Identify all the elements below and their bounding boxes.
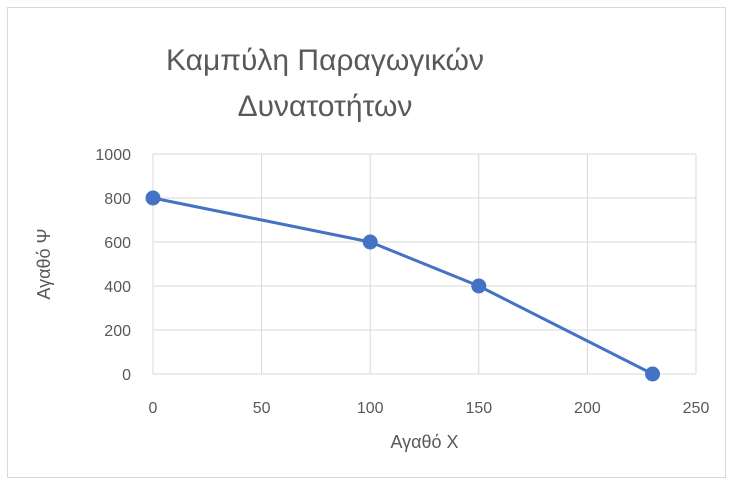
series-line [151, 196, 655, 376]
x-axis-title: Αγαθό Χ [390, 432, 458, 452]
y-tick-label: 1000 [95, 147, 131, 164]
x-tick-label: 150 [465, 400, 492, 417]
y-axis-title: Αγαθό Ψ [34, 228, 54, 299]
x-tick-label: 100 [357, 400, 384, 417]
data-point [362, 234, 378, 250]
x-tick-label: 0 [149, 400, 158, 417]
y-tick-label: 600 [104, 235, 131, 252]
data-point [645, 366, 661, 382]
y-tick-label: 200 [104, 323, 131, 340]
tick-labels: 0 200 400 600 800 1000 0 50 100 150 200 250 [95, 147, 709, 417]
y-tick-label: 800 [104, 191, 131, 208]
chart-title-line-1: Καμπύλη Παραγωγικών [166, 44, 484, 77]
y-tick-label: 0 [122, 367, 131, 384]
chart-title: Καμπύλη Παραγωγικών Δυνατοτήτων [110, 38, 540, 130]
data-point [471, 278, 487, 294]
series-layer [145, 190, 661, 382]
x-tick-label: 200 [574, 400, 601, 417]
chart-title-line-2: Δυνατοτήτων [237, 90, 413, 123]
x-tick-label: 50 [253, 400, 271, 417]
x-tick-label: 250 [683, 400, 710, 417]
data-point [145, 190, 161, 206]
y-tick-label: 400 [104, 279, 131, 296]
